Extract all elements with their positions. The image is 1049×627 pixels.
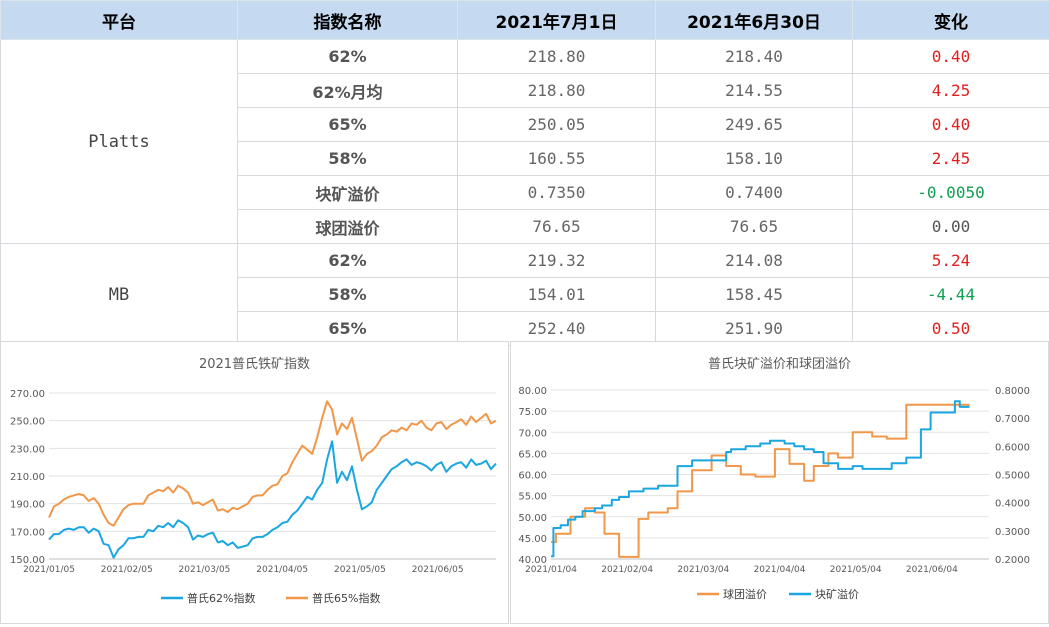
change-cell: -0.0050 — [853, 176, 1049, 210]
header-date-jul1: 2021年7月1日 — [458, 1, 656, 40]
chart-title: 2021普氏铁矿指数 — [199, 357, 310, 372]
value-jul1-cell: 76.65 — [458, 210, 656, 244]
value-jun30-cell: 0.7400 — [656, 176, 853, 210]
x-tick-label: 2021/04/04 — [754, 565, 806, 575]
x-tick-label: 2021/02/05 — [101, 565, 153, 575]
y-tick-label: 250.00 — [10, 417, 45, 428]
header-change: 变化 — [853, 1, 1049, 40]
y2-tick-label: 0.5000 — [995, 471, 1030, 482]
change-cell: 2.45 — [853, 142, 1049, 176]
y-tick-label: 210.00 — [10, 472, 45, 483]
change-cell: 0.40 — [853, 40, 1049, 74]
index-name-cell: 62%月均 — [238, 74, 458, 108]
header-date-jun30: 2021年6月30日 — [656, 1, 853, 40]
series-line-0 — [551, 405, 970, 557]
series-line-0 — [49, 441, 496, 557]
y2-tick-label: 0.2000 — [995, 555, 1030, 566]
index-name-cell: 62% — [238, 244, 458, 278]
y-tick-label: 170.00 — [10, 527, 45, 538]
index-name-cell: 62% — [238, 40, 458, 74]
header-index-name: 指数名称 — [238, 1, 458, 40]
x-tick-label: 2021/04/05 — [256, 565, 308, 575]
index-name-cell: 58% — [238, 278, 458, 312]
change-cell: 5.24 — [853, 244, 1049, 278]
index-name-cell: 65% — [238, 108, 458, 142]
legend-label-0: 普氏62%指数 — [187, 591, 255, 605]
y-tick-label: 70.00 — [518, 428, 547, 439]
y2-tick-label: 0.8000 — [995, 386, 1030, 397]
y2-tick-label: 0.4000 — [995, 499, 1030, 510]
value-jul1-cell: 218.80 — [458, 74, 656, 108]
y-tick-label: 60.00 — [518, 471, 547, 482]
legend-label-1: 块矿溢价 — [815, 587, 859, 601]
x-tick-label: 2021/06/04 — [906, 565, 958, 575]
x-tick-label: 2021/05/04 — [830, 565, 882, 575]
x-tick-label: 2021/03/04 — [677, 565, 729, 575]
change-cell: -4.44 — [853, 278, 1049, 312]
value-jul1-cell: 160.55 — [458, 142, 656, 176]
header-platform: 平台 — [1, 1, 238, 40]
y-tick-label: 270.00 — [10, 389, 45, 400]
platform-cell: Platts — [1, 40, 238, 244]
value-jun30-cell: 218.40 — [656, 40, 853, 74]
value-jun30-cell: 214.08 — [656, 244, 853, 278]
y-tick-label: 190.00 — [10, 500, 45, 511]
y2-tick-label: 0.7000 — [995, 414, 1030, 425]
y-tick-label: 65.00 — [518, 449, 547, 460]
index-name-cell: 58% — [238, 142, 458, 176]
y2-tick-label: 0.3000 — [995, 527, 1030, 538]
value-jun30-cell: 249.65 — [656, 108, 853, 142]
x-tick-label: 2021/03/05 — [179, 565, 231, 575]
value-jun30-cell: 158.10 — [656, 142, 853, 176]
y-tick-label: 50.00 — [518, 513, 547, 524]
chart-lump-pellet-premium: 普氏块矿溢价和球团溢价40.0045.0050.0055.0060.0065.0… — [511, 342, 1048, 623]
change-cell: 4.25 — [853, 74, 1049, 108]
chart-platts-iron-ore-index: 2021普氏铁矿指数150.00170.00190.00210.00230.00… — [1, 342, 508, 623]
y-tick-label: 45.00 — [518, 534, 547, 545]
index-name-cell: 块矿溢价 — [238, 176, 458, 210]
chart-title: 普氏块矿溢价和球团溢价 — [708, 357, 851, 372]
value-jul1-cell: 250.05 — [458, 108, 656, 142]
y-tick-label: 230.00 — [10, 444, 45, 455]
x-tick-label: 2021/06/05 — [412, 565, 464, 575]
value-jul1-cell: 154.01 — [458, 278, 656, 312]
index-name-cell: 球团溢价 — [238, 210, 458, 244]
table-header-row: 平台 指数名称 2021年7月1日 2021年6月30日 变化 — [1, 1, 1049, 40]
x-tick-label: 2021/02/04 — [601, 565, 653, 575]
y-tick-label: 75.00 — [518, 407, 547, 418]
value-jun30-cell: 76.65 — [656, 210, 853, 244]
y-tick-label: 80.00 — [518, 386, 547, 397]
y2-tick-label: 0.6000 — [995, 442, 1030, 453]
value-jul1-cell: 218.80 — [458, 40, 656, 74]
x-tick-label: 2021/01/05 — [23, 565, 75, 575]
value-jun30-cell: 214.55 — [656, 74, 853, 108]
x-tick-label: 2021/01/04 — [525, 565, 577, 575]
value-jul1-cell: 219.32 — [458, 244, 656, 278]
change-cell: 0.00 — [853, 210, 1049, 244]
legend-label-1: 普氏65%指数 — [312, 591, 380, 605]
change-cell: 0.40 — [853, 108, 1049, 142]
value-jul1-cell: 0.7350 — [458, 176, 656, 210]
x-tick-label: 2021/05/05 — [334, 565, 386, 575]
y-tick-label: 55.00 — [518, 492, 547, 503]
series-line-1 — [49, 401, 496, 526]
legend-label-0: 球团溢价 — [723, 587, 767, 601]
platform-cell: MB — [1, 244, 238, 346]
value-jun30-cell: 158.45 — [656, 278, 853, 312]
